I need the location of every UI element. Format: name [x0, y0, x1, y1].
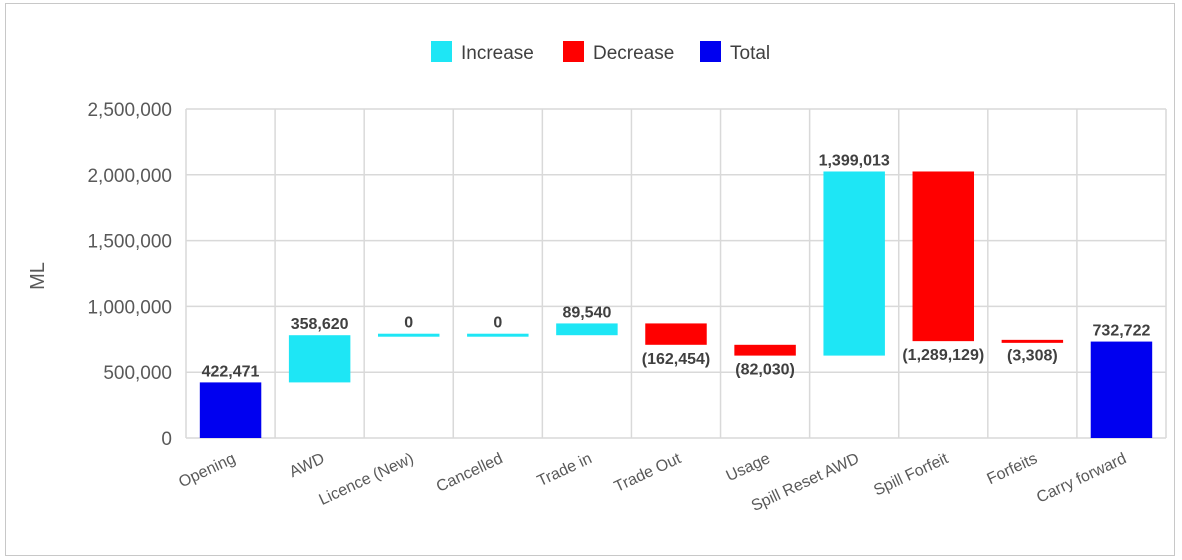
x-tick-label: Trade Out — [612, 450, 684, 496]
legend: Increase Decrease Total — [431, 41, 770, 64]
y-tick-label: 500,000 — [103, 363, 172, 384]
y-tick-label: 2,500,000 — [87, 100, 172, 121]
data-label-trade-out: (162,454) — [642, 351, 711, 368]
x-tick-label: Opening — [176, 450, 238, 491]
legend-swatch-total — [700, 41, 721, 62]
legend-swatch-decrease — [563, 41, 584, 62]
x-tick-label: Carry forward — [1034, 450, 1129, 506]
data-label-spill-reset-awd: 1,399,013 — [819, 152, 890, 169]
x-tick-label: Licence (New) — [317, 450, 417, 509]
waterfall-chart: 422,471 358,620 0 0 89,540 (162,454) (82,030) 1… — [27, 41, 1167, 515]
bar-opening — [199, 382, 262, 438]
bar-spill-forfeit — [912, 171, 975, 342]
bar-usage — [734, 344, 796, 356]
bars — [199, 171, 1153, 438]
y-tick-label: 1,500,000 — [87, 232, 172, 253]
bar-trade-in — [556, 323, 618, 336]
gridlines — [185, 108, 1167, 439]
data-label-opening: 422,471 — [202, 363, 260, 380]
data-labels: 422,471 358,620 0 0 89,540 (162,454) (82,030) 1… — [202, 152, 1151, 380]
bar-cancelled — [467, 333, 529, 337]
bar-awd — [288, 335, 351, 383]
bar-forfeits — [1001, 339, 1064, 343]
bar-trade-out — [645, 323, 707, 345]
y-tick-label: 1,000,000 — [87, 297, 172, 318]
data-label-forfeits: (3,308) — [1007, 348, 1058, 365]
bar-licence-new — [377, 333, 440, 337]
data-label-trade-in: 89,540 — [562, 304, 611, 321]
data-label-licence-new: 0 — [404, 315, 413, 332]
x-tick-label: Forfeits — [985, 450, 1041, 488]
x-tick-label: Cancelled — [434, 450, 506, 495]
bar-spill-reset-awd — [823, 171, 885, 356]
x-tick-label: Trade in — [535, 450, 595, 490]
data-label-usage: (82,030) — [735, 362, 795, 379]
y-tick-label: 2,000,000 — [87, 166, 172, 187]
chart-frame: 422,471 358,620 0 0 89,540 (162,454) (82,030) 1… — [5, 3, 1175, 556]
legend-label-decrease: Decrease — [593, 43, 674, 64]
x-tick-label: Spill Forfeit — [871, 450, 951, 499]
y-axis-title: ML — [27, 262, 49, 290]
y-tick-label: 0 — [161, 429, 172, 450]
legend-label-total: Total — [730, 43, 770, 64]
x-tick-label: Usage — [724, 450, 773, 485]
data-label-carry-forward: 732,722 — [1093, 323, 1151, 340]
legend-label-increase: Increase — [461, 43, 534, 64]
x-tick-label: AWD — [287, 450, 327, 481]
legend-swatch-increase — [431, 41, 452, 62]
bar-carry-forward — [1090, 341, 1153, 438]
data-label-spill-forfeit: (1,289,129) — [902, 347, 984, 364]
data-label-awd: 358,620 — [291, 316, 349, 333]
data-label-cancelled: 0 — [493, 315, 502, 332]
